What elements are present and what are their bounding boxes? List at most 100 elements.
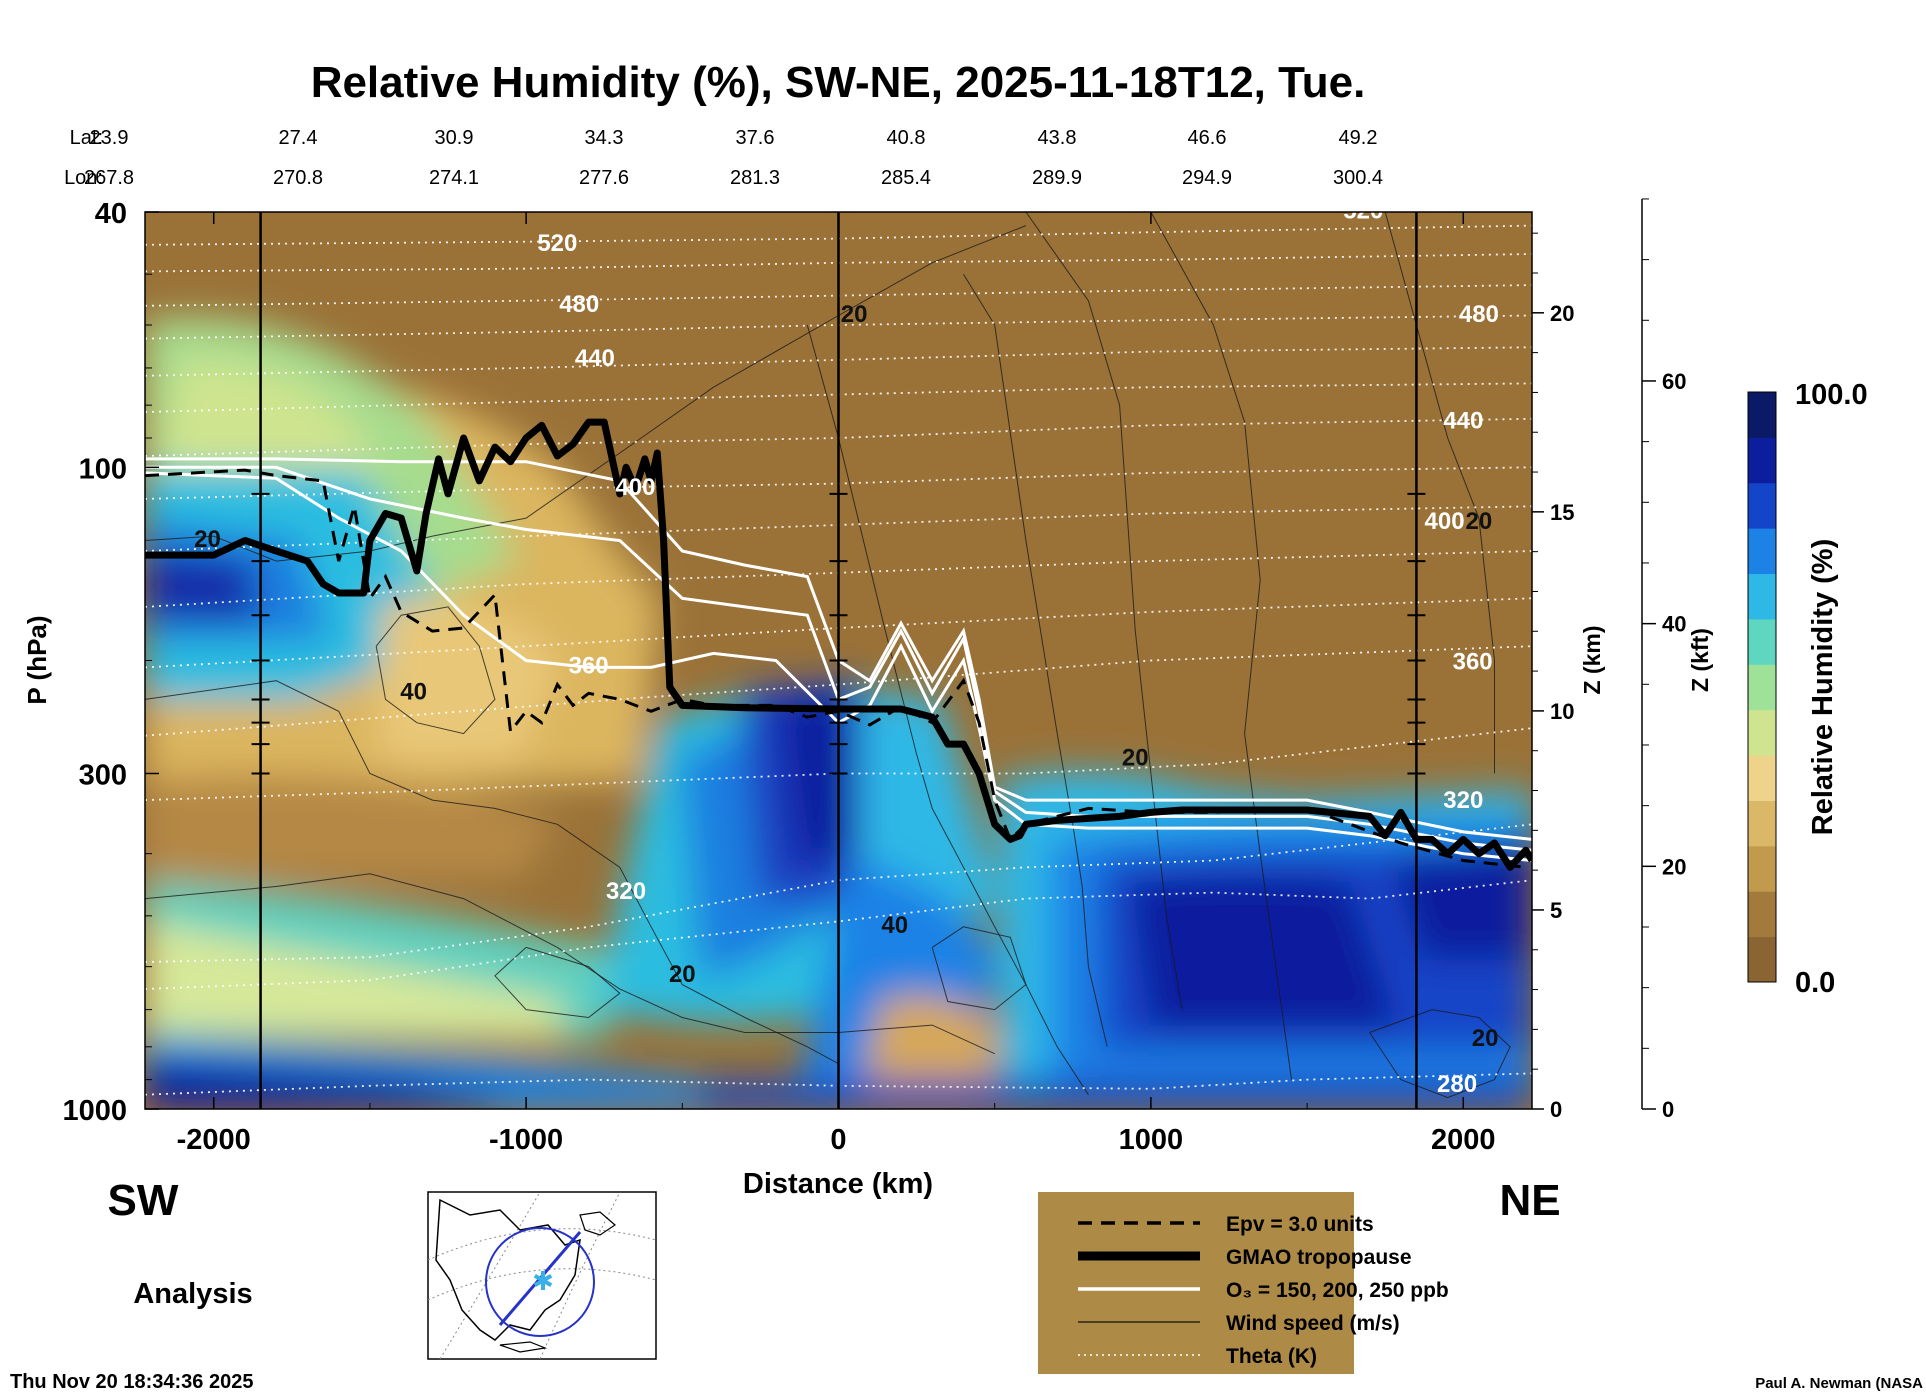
ozone-contours (145, 457, 1532, 862)
colorbar-min-label: 0.0 (1795, 967, 1835, 999)
colorbar-step (1748, 891, 1776, 938)
theta-label: 400 (615, 474, 655, 501)
lat-value: 49.2 (1339, 127, 1378, 149)
z-kft-tick-label: 60 (1662, 369, 1686, 394)
theta-line (145, 879, 1532, 990)
lon-value: 274.1 (429, 167, 479, 189)
wind-speed-line (1150, 212, 1292, 1080)
colorbar-gradient (1747, 391, 1777, 983)
map-circle (485, 1227, 595, 1337)
lon-value: 267.8 (84, 167, 134, 189)
theta-label: 480 (559, 291, 599, 318)
y-axis-label: P (hPa) (22, 615, 52, 704)
wind-speed-contours (145, 212, 1511, 1099)
x-tick-label: 2000 (1431, 1124, 1496, 1156)
x-tick-label: -1000 (489, 1124, 563, 1156)
wind-speed-line (1025, 212, 1183, 1010)
wind-speed-line (494, 946, 621, 1019)
sw-label: SW (108, 1176, 179, 1225)
wind-label: 20 (669, 961, 696, 988)
wind-speed-line (145, 873, 995, 1055)
z-kft-tick-label: 20 (1662, 854, 1686, 879)
colorbar-step (1748, 845, 1776, 892)
colorbar-step (1748, 392, 1776, 438)
wind-speed-line (375, 606, 496, 735)
y-tick-label: 100 (79, 453, 127, 485)
wind-speed-line (806, 324, 1089, 1095)
theta-contour-labels: 520 480 440 400 360 320 520 480 440 400 360 320 280 (537, 197, 1499, 1098)
theta-label: 320 (1443, 787, 1483, 814)
lon-value: 281.3 (730, 167, 780, 189)
theta-label: 400 (1425, 508, 1465, 535)
vertical-markers (251, 212, 1426, 1109)
lat-value: 34.3 (585, 127, 624, 149)
x-tick-label: 1000 (1119, 1124, 1184, 1156)
analysis-label: Analysis (133, 1278, 252, 1310)
z-km-tick-label: 15 (1550, 500, 1574, 525)
credit: Paul A. Newman (NASA (1755, 1375, 1923, 1392)
lon-value: 285.4 (881, 167, 931, 189)
colorbar-step (1748, 618, 1776, 665)
lat-value: 40.8 (887, 127, 926, 149)
ozone-contour-line (145, 465, 1532, 852)
z-km-tick-label: 20 (1550, 301, 1574, 326)
wind-label: 20 (194, 526, 221, 553)
colorbar-step (1748, 755, 1776, 801)
theta-label: 440 (1443, 407, 1483, 434)
theta-label: 320 (606, 878, 646, 905)
colorbar-step (1748, 482, 1776, 529)
legend: Epv = 3.0 units GMAO tropopause O₃ = 150, … (1038, 1192, 1449, 1374)
z-kft-axis-label: Z (kft) (1687, 628, 1713, 692)
legend-label: O₃ = 150, 200, 250 ppb (1226, 1279, 1449, 1302)
colorbar-step (1748, 936, 1776, 983)
theta-line (145, 823, 1532, 963)
inset-map: ✱ (427, 1191, 657, 1360)
colorbar-step (1748, 437, 1776, 484)
legend-label: Theta (K) (1226, 1345, 1317, 1368)
colorbar-max-label: 100.0 (1795, 379, 1868, 411)
theta-label: 480 (1459, 301, 1499, 328)
theta-label: 360 (569, 653, 609, 680)
colorbar-step (1748, 800, 1776, 847)
lat-lon-header: Lat: Lon: 23.9 27.4 30.9 34.3 37.6 40.8 43.8 46… (64, 127, 1383, 189)
humidity-field: 520480440400360320520480440400360320280 … (145, 197, 1532, 1109)
wind-speed-line (1369, 1009, 1511, 1099)
wind-label: 40 (881, 912, 908, 939)
theta-label: 440 (575, 345, 615, 372)
wind-speed-line (145, 680, 839, 1065)
plot-area: 520480440400360320520480440400360320280 … (144, 197, 1533, 1110)
y-tick-label: 1000 (62, 1095, 127, 1127)
lat-value: 30.9 (435, 127, 474, 149)
wind-label: 20 (1472, 1025, 1499, 1052)
z-km-axis-label: Z (km) (1579, 626, 1605, 695)
lon-value: 300.4 (1333, 167, 1383, 189)
z-km-tick-label: 5 (1550, 898, 1562, 923)
axes: -2000 -1000 0 1000 2000 40 100 300 1000 0 5 10 15 20 0… (62, 198, 1686, 1156)
lon-value: 270.8 (273, 167, 323, 189)
ozone-contour-line (145, 471, 1532, 862)
theta-label: 520 (537, 230, 577, 257)
theta-label: 280 (1437, 1071, 1477, 1098)
chart-title: Relative Humidity (%), SW-NE, 2025-11-18… (311, 58, 1366, 107)
legend-label: Wind speed (m/s) (1226, 1312, 1400, 1335)
lon-row-label: Lon: (64, 167, 103, 189)
timestamp: Thu Nov 20 18:34:36 2025 (10, 1371, 253, 1393)
lat-row-label: Lat: (70, 127, 103, 149)
lon-value: 277.6 (579, 167, 629, 189)
legend-label: GMAO tropopause (1226, 1246, 1412, 1269)
z-kft-tick-label: 40 (1662, 612, 1686, 637)
ne-label: NE (1499, 1176, 1560, 1225)
wind-label: 40 (400, 679, 427, 706)
wind-speed-line (1384, 212, 1495, 774)
wind-speed-line (963, 273, 1108, 1047)
wind-label: 20 (1122, 745, 1149, 772)
lat-value: 37.6 (736, 127, 775, 149)
theta-label: 520 (1343, 197, 1383, 224)
colorbar-step (1748, 573, 1776, 620)
y-tick-label: 40 (95, 198, 127, 230)
wind-label: 20 (841, 301, 868, 328)
colorbar: 100.0 0.0 Relative Humidity (%) (1747, 379, 1868, 999)
wind-speed-line (931, 926, 1027, 1011)
tropopause-line (145, 418, 1532, 871)
